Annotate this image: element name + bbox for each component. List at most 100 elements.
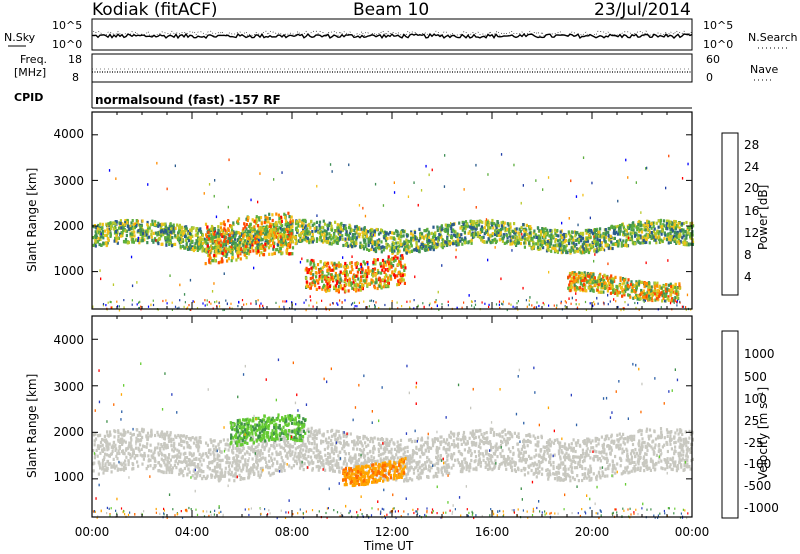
near-range-cell <box>429 302 431 305</box>
echo-cell <box>94 236 97 240</box>
echo-cell <box>311 240 314 244</box>
echo-cell <box>376 268 380 273</box>
echo-cell <box>465 225 468 229</box>
echo-cell <box>375 278 378 282</box>
echo-cell <box>583 271 586 275</box>
near-range-cell <box>525 299 527 302</box>
echo-cell <box>277 240 280 244</box>
echo-cell <box>394 254 397 259</box>
echo-cell <box>639 234 642 238</box>
echo-cell <box>588 228 591 233</box>
echo-cell <box>650 288 653 293</box>
near-range-cell <box>470 300 473 303</box>
noise-cell <box>130 255 133 259</box>
echo-cell <box>401 254 404 258</box>
echo-cell <box>605 456 608 460</box>
echo-cell <box>338 233 342 237</box>
near-range-cell <box>214 301 216 304</box>
echo-cell <box>362 283 365 287</box>
echo-cell <box>271 239 275 243</box>
echo-cell <box>409 454 412 458</box>
echo-cell <box>318 224 321 228</box>
echo-cell <box>636 297 639 301</box>
echo-cell <box>355 282 358 286</box>
echo-cell <box>617 440 620 444</box>
echo-cell <box>625 238 628 242</box>
echo-cell <box>389 236 392 240</box>
echo-cell <box>546 228 549 232</box>
echo-cell <box>165 241 168 245</box>
echo-cell <box>470 241 473 245</box>
near-range-cell <box>245 303 248 306</box>
echo-cell <box>436 228 439 232</box>
echo-cell <box>683 239 686 243</box>
echo-cell <box>638 228 641 232</box>
echo-cell <box>332 235 335 239</box>
echo-cell <box>288 252 291 256</box>
echo-cell <box>514 229 517 233</box>
echo-cell <box>113 239 116 243</box>
echo-cell <box>262 253 266 257</box>
echo-cell <box>315 237 319 241</box>
echo-cell <box>337 228 340 233</box>
echo-cell <box>106 231 109 235</box>
echo-cell <box>648 282 651 286</box>
echo-cell <box>578 275 581 279</box>
echo-cell <box>121 222 124 226</box>
near-range-cell <box>131 303 133 306</box>
near-range-cell <box>102 303 105 306</box>
echo-cell <box>277 213 280 217</box>
echo-cell <box>392 273 395 277</box>
echo-cell <box>672 229 675 233</box>
echo-cell <box>509 222 512 226</box>
echo-cell <box>317 468 320 472</box>
echo-cell <box>673 222 676 226</box>
echo-cell <box>453 229 456 233</box>
near-range-cell <box>384 303 386 307</box>
echo-cell <box>210 224 214 229</box>
echo-cell <box>640 291 643 295</box>
echo-cell <box>514 239 517 243</box>
echo-cell <box>648 285 651 290</box>
echo-cell <box>333 262 336 266</box>
echo-cell <box>541 243 544 248</box>
echo-cell <box>307 441 311 445</box>
echo-cell <box>401 273 404 277</box>
echo-cell <box>623 293 626 297</box>
echo-cell <box>195 239 198 243</box>
echo-cell <box>402 464 405 468</box>
echo-cell <box>609 279 613 283</box>
echo-cell <box>318 270 321 274</box>
echo-cell <box>608 235 611 239</box>
near-range-cell <box>517 300 519 303</box>
near-range-cell <box>111 306 113 309</box>
echo-cell <box>590 281 594 285</box>
echo-cell <box>225 231 228 235</box>
echo-cell <box>200 240 203 244</box>
echo-cell <box>180 240 183 244</box>
echo-cell <box>244 240 247 244</box>
echo-cell <box>654 292 657 296</box>
echo-cell <box>403 268 406 272</box>
echo-cell <box>597 249 600 253</box>
echo-cell <box>589 272 592 276</box>
echo-cell <box>335 278 338 282</box>
noise-cell <box>169 274 171 277</box>
noise-cell <box>640 211 642 214</box>
echo-cell <box>188 231 192 235</box>
echo-cell <box>189 236 192 240</box>
echo-cell <box>380 250 383 254</box>
echo-cell <box>176 235 180 239</box>
noise-cell <box>568 297 570 300</box>
echo-cell <box>273 228 276 232</box>
echo-cell <box>131 240 134 244</box>
echo-cell <box>386 260 389 264</box>
echo-cell <box>267 246 271 250</box>
echo-cell <box>597 276 600 280</box>
echo-cell <box>243 250 246 254</box>
echo-cell <box>666 457 669 461</box>
echo-cell <box>141 239 144 243</box>
echo-cell <box>572 248 575 252</box>
noise-cell <box>584 276 586 280</box>
echo-cell <box>302 439 305 443</box>
